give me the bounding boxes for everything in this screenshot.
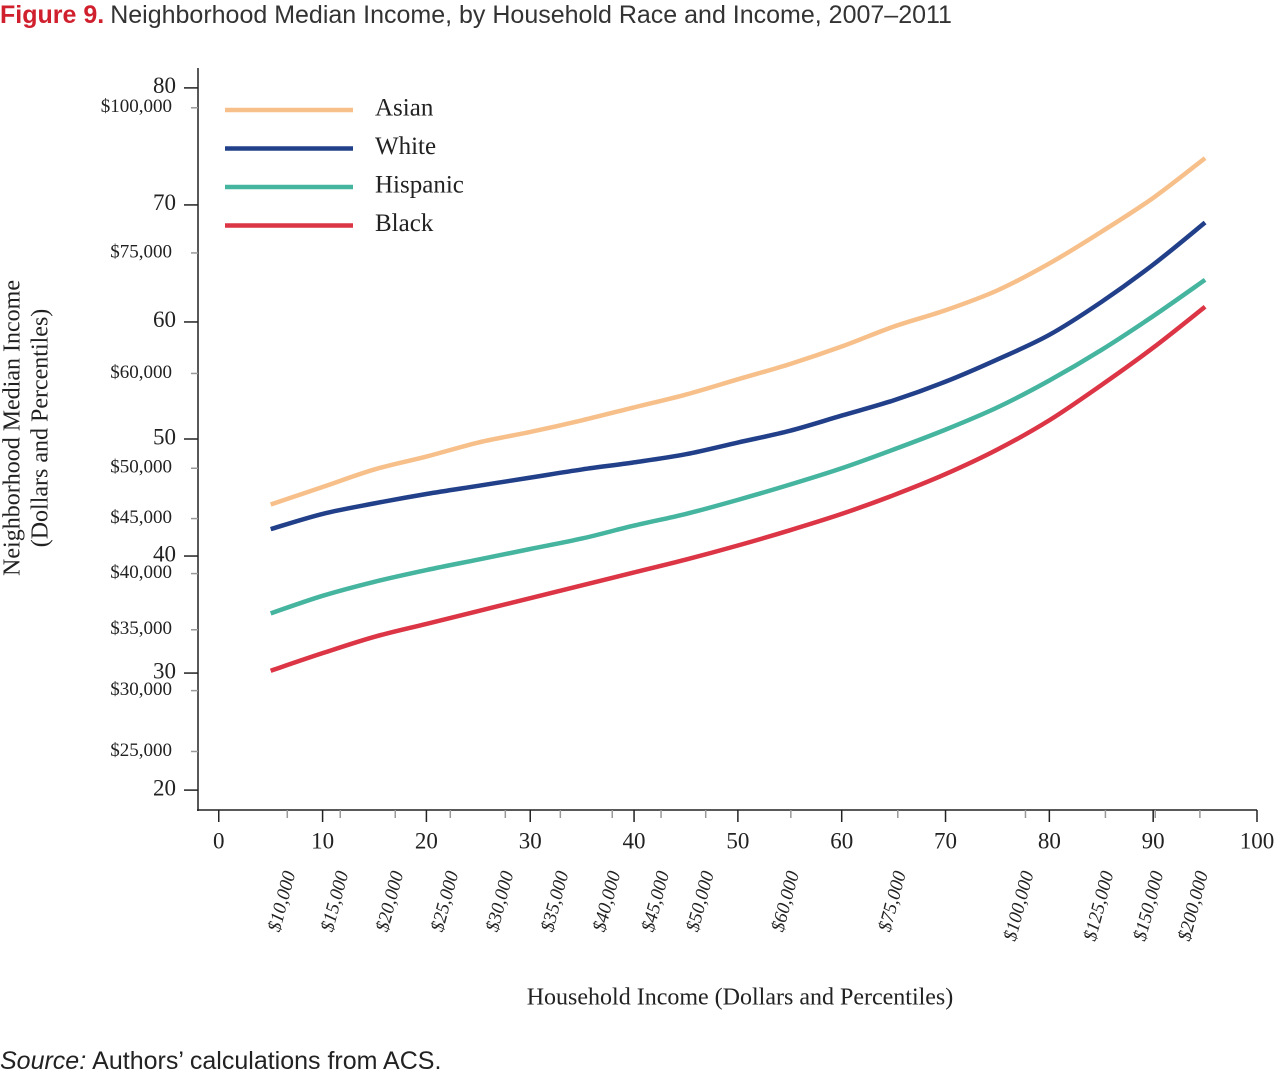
y-tick-label: 70 xyxy=(153,190,176,215)
x-tick-label: 50 xyxy=(726,828,749,853)
y-tick-label: 50 xyxy=(153,424,176,449)
y-dollar-tick-label: $25,000 xyxy=(110,740,172,761)
x-tick-label: 40 xyxy=(623,828,646,853)
y-axis-label: Neighborhood Median Income (Dollars and … xyxy=(0,280,54,576)
x-dollar-tick-label: $200,000 xyxy=(1174,869,1213,944)
y-tick-label: 60 xyxy=(153,307,176,332)
x-dollar-tick-label: $150,000 xyxy=(1130,869,1169,944)
y-tick-label: 20 xyxy=(153,775,176,800)
y-dollar-tick-label: $30,000 xyxy=(110,679,172,700)
y-dollar-tick-label: $60,000 xyxy=(110,362,172,383)
y-tick-label: 40 xyxy=(153,541,176,566)
y-axis-label-line: (Dollars and Percentiles) xyxy=(28,309,54,548)
x-dollar-tick-label: $125,000 xyxy=(1080,869,1119,944)
y-dollar-tick-label: $50,000 xyxy=(110,457,172,478)
series-line xyxy=(269,304,1207,673)
x-dollar-tick-label: $50,000 xyxy=(682,869,718,935)
series-line xyxy=(269,156,1207,507)
x-dollar-tick-label: $20,000 xyxy=(372,869,408,935)
series-line xyxy=(269,277,1207,616)
y-tick-label: 80 xyxy=(153,73,176,98)
x-tick-label: 30 xyxy=(519,828,542,853)
x-dollar-tick-label: $10,000 xyxy=(264,869,300,935)
title-text: Neighborhood Median Income, by Household… xyxy=(110,1,952,29)
x-tick-label: 100 xyxy=(1240,828,1275,853)
legend-label: White xyxy=(375,133,436,160)
y-tick-label: 30 xyxy=(153,658,176,683)
x-tick-label: 70 xyxy=(934,828,957,853)
series-line xyxy=(270,220,1207,532)
x-dollar-tick-label: $60,000 xyxy=(768,869,804,935)
y-dollar-tick-label: $35,000 xyxy=(110,618,172,639)
x-dollar-tick-label: $45,000 xyxy=(638,869,674,935)
x-tick-label: 80 xyxy=(1038,828,1061,853)
source-note: Source: Authors’ calculations from ACS. xyxy=(0,1047,441,1075)
x-tick-label: 10 xyxy=(311,828,334,853)
x-tick-label: 60 xyxy=(830,828,853,853)
x-dollar-tick-label: $30,000 xyxy=(482,869,518,935)
x-dollar-tick-label: $15,000 xyxy=(317,869,353,935)
x-dollar-tick-label: $100,000 xyxy=(1000,869,1039,944)
x-dollar-tick-label: $40,000 xyxy=(589,869,625,935)
source-label: Source: xyxy=(0,1047,86,1075)
y-dollar-tick-label: $100,000 xyxy=(101,96,172,117)
x-dollar-tick-label: $35,000 xyxy=(537,869,573,935)
legend-label: Black xyxy=(375,210,434,237)
legend-label: Hispanic xyxy=(375,172,464,199)
chart-title: Figure 9. Neighborhood Median Income, by … xyxy=(0,1,952,29)
y-dollar-tick-label: $45,000 xyxy=(110,507,172,528)
legend-label: Asian xyxy=(375,95,434,122)
title-label: Figure 9. xyxy=(0,1,104,29)
x-dollar-tick-label: $25,000 xyxy=(427,869,463,935)
source-text: Authors’ calculations from ACS. xyxy=(92,1047,441,1075)
x-dollar-tick-label: $75,000 xyxy=(875,869,911,935)
y-axis-label-line: Neighborhood Median Income xyxy=(0,280,26,576)
x-tick-label: 0 xyxy=(213,828,225,853)
x-tick-label: 20 xyxy=(415,828,438,853)
y-dollar-tick-label: $40,000 xyxy=(110,562,172,583)
y-dollar-tick-label: $75,000 xyxy=(110,241,172,262)
x-axis-label: Household Income (Dollars and Percentile… xyxy=(527,985,954,1011)
x-tick-label: 90 xyxy=(1142,828,1165,853)
